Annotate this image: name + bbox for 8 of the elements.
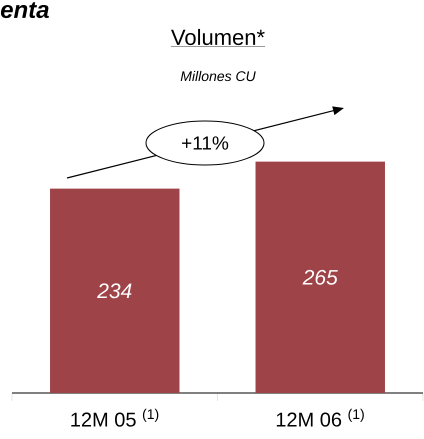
text: enta (1, 2, 50, 18)
x-tick-label: 12M 06 $^{(1)}$ (277, 408, 364, 427)
data-label: 234 (97, 283, 132, 298)
x-tick-label: 12M 05 $^{(1)}$ (72, 408, 159, 427)
chart-subtitle: Millones CU (180, 70, 256, 82)
text: +11% (182, 136, 228, 150)
chart-title: Volumen* (171, 28, 265, 46)
data-label: 265 (302, 270, 338, 285)
